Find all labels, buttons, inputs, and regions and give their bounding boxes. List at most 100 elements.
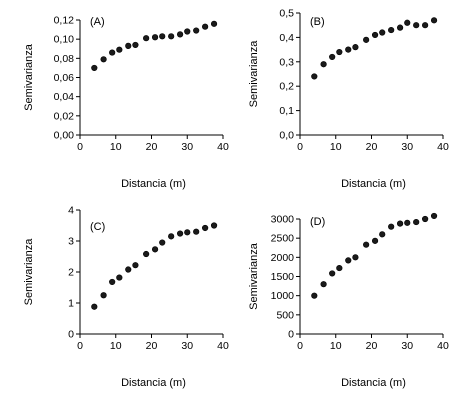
y-tick-label: 0,5 [279,8,294,20]
data-point [210,222,218,229]
data-point [100,292,107,299]
data-point [116,46,123,53]
y-tick-label: 0 [288,329,294,341]
data-point [363,36,370,43]
data-point [143,35,150,42]
x-axis-label: Distancia (m) [121,377,186,389]
y-tick-label: 0,3 [279,56,294,68]
y-tick-label: 0,0 [279,130,294,142]
data-point [413,218,420,226]
x-tick-label: 20 [146,141,158,153]
data-point [371,31,379,39]
y-axis-label: Semivarianza [248,40,260,108]
data-point [132,41,139,49]
data-point [311,73,318,80]
x-tick-label: 10 [110,340,122,352]
data-point [100,56,107,63]
data-point [91,64,98,72]
y-axis-label: Semivarianza [23,43,35,111]
data-point [202,224,209,232]
x-tick-label: 0 [77,340,83,352]
panel-a: 0,00 0,02 0,04 0,06 0,08 0,10 0,12 0 10 20 30 40 Dis… [23,15,229,191]
data-point [193,27,200,34]
data-point [329,53,336,61]
y-tick-label: 2 [68,267,74,279]
data-point [143,250,150,258]
data-point [168,233,175,240]
data-point [388,26,395,34]
y-tick-label: 1500 [271,271,295,283]
x-tick-label: 0 [297,141,303,153]
data-point [388,223,395,230]
data-point [430,17,438,24]
data-point [413,22,420,29]
data-point [363,241,370,248]
data-point [91,303,98,310]
data-point [352,44,359,51]
data-point [168,33,175,40]
x-tick-label: 40 [437,141,449,153]
data-point [430,212,438,220]
data-point [345,46,352,53]
y-tick-label: 0,1 [279,105,294,117]
x-tick-label: 0 [77,141,83,153]
x-tick-label: 40 [437,340,449,352]
x-tick-label: 0 [297,340,303,352]
data-point [397,24,404,31]
x-tick-label: 30 [181,340,193,352]
data-point [397,220,404,227]
data-point [320,281,327,288]
x-axis-label: Distancia (m) [341,377,406,389]
panel-label: (A) [90,16,105,28]
x-axis-label: Distancia (m) [121,178,186,190]
data-point [184,229,191,236]
data-point [422,215,429,223]
x-tick-label: 30 [401,340,413,352]
data-point [202,23,209,30]
y-axis-label: Semivarianza [23,238,35,306]
data-point [311,292,318,299]
panel-b: 0,0 0,1 0,2 0,3 0,4 0,5 0 10 20 30 40 Distancia (m)… [248,8,449,191]
y-tick-label: 3 [68,236,74,248]
data-point [345,257,352,264]
data-point [371,237,379,244]
data-point [177,230,184,237]
x-tick-label: 40 [217,141,229,153]
y-tick-label: 3000 [271,214,295,226]
data-point [109,278,116,286]
x-tick-label: 20 [146,340,158,352]
y-tick-label: 0,10 [54,34,75,46]
y-axis-label: Semivarianza [248,242,260,310]
data-point [125,42,132,49]
y-tick-label: 0,02 [54,110,75,122]
data-point [352,254,359,261]
y-tick-label: 0,00 [54,130,75,142]
x-tick-label: 10 [330,141,342,153]
data-point [125,266,132,273]
y-tick-label: 0,04 [54,91,75,103]
y-tick-label: 4 [68,205,74,217]
y-tick-label: 0,2 [279,81,294,93]
y-tick-label: 500 [276,309,294,321]
data-point [177,31,184,38]
data-point [379,231,386,238]
data-point [193,228,200,235]
data-point [336,48,343,56]
data-point [151,246,159,253]
panel-label: (C) [90,221,105,233]
x-tick-label: 20 [366,141,378,153]
y-tick-label: 0,12 [54,15,75,27]
x-axis-label: Distancia (m) [341,178,406,190]
x-tick-label: 40 [217,340,229,352]
data-point [159,239,166,246]
y-tick-label: 0,4 [279,32,294,44]
data-point [379,29,386,36]
data-point [320,61,327,68]
y-tick-label: 2500 [271,233,295,245]
data-point [404,19,411,26]
panel-label: (D) [310,216,325,228]
data-point [159,33,166,40]
panel-d: 0 500 1000 1500 2000 2500 3000 0 10 20 30 40 Distanc… [248,212,449,389]
